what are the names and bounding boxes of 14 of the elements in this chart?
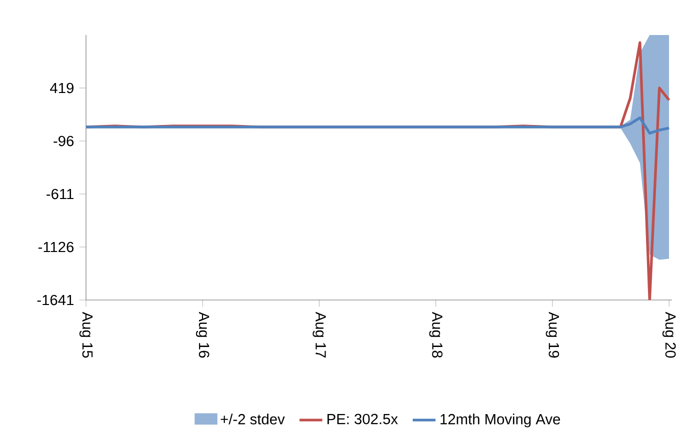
x-tick-label: Aug 19: [546, 312, 560, 358]
y-tick-label: 419: [50, 82, 74, 94]
x-tick-label: Aug 17: [312, 312, 326, 358]
legend-label: PE: 302.5x: [328, 414, 398, 424]
y-tick-label: -1641: [37, 294, 74, 306]
x-tick-label: Aug 16: [196, 312, 210, 358]
y-tick-label: -1126: [38, 242, 74, 252]
text: +/-2 stdev: [220, 414, 285, 424]
x-tick-label: Aug 15: [79, 312, 93, 358]
y-tick-label: -611: [46, 188, 74, 200]
y-tick-label: -96: [54, 136, 74, 146]
legend-label: 12mth Moving Ave: [440, 414, 560, 428]
x-tick-label: Aug 18: [429, 312, 442, 358]
x-tick-label: Aug 20: [662, 312, 676, 358]
